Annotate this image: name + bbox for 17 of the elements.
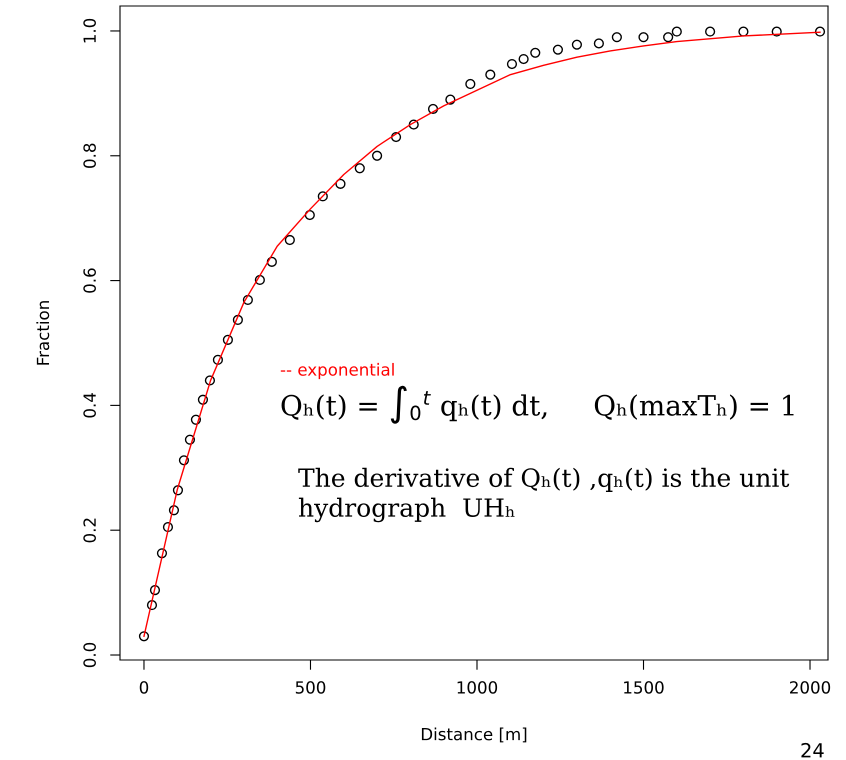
annotation: -- exponential — [280, 362, 394, 380]
annotation: The derivative of Qₕ(t) ,qₕ(t) is the unit hydrograph UHₕ — [298, 468, 790, 522]
y-tick-label: 0.0 — [83, 642, 96, 668]
x-axis-title: Distance [m] — [422, 728, 526, 742]
annotation: Qₕ(t) = ∫$_{0}$$^{t}$ qₕ(t) dt, Qₕ(maxTₕ) = 1 — [282, 386, 794, 424]
y-tick-label: 0.2 — [83, 518, 96, 542]
y-tick-label: 0.4 — [83, 393, 96, 418]
y-tick-label: 0.8 — [83, 144, 96, 168]
x-tick-label: 500 — [296, 681, 326, 694]
x-tick-label: 1500 — [624, 681, 664, 694]
y-tick-label: 1.0 — [83, 18, 96, 42]
x-tick-label: 1000 — [458, 681, 498, 694]
x-tick-label: 2000 — [790, 681, 830, 694]
y-axis-title: Fraction — [36, 301, 50, 365]
y-tick-label: 0.6 — [83, 268, 96, 293]
text: 24 — [801, 742, 824, 758]
x-tick-label: 0 — [140, 681, 148, 694]
